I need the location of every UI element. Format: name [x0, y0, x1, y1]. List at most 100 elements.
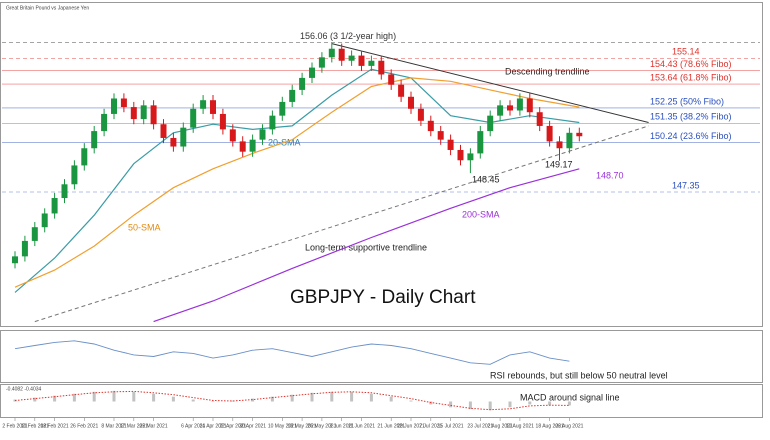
candle-body — [309, 67, 315, 78]
macd-bar — [369, 393, 373, 402]
level-label: 155.14 — [672, 47, 700, 57]
candle-body — [140, 105, 147, 120]
macd-bar — [548, 401, 552, 406]
rsi-line — [14, 340, 570, 365]
candle-body — [427, 120, 434, 132]
candle-body — [516, 98, 523, 111]
candle-body — [556, 141, 563, 149]
candle-body — [536, 112, 543, 126]
x-tick-label: 21 Jun 2021 — [377, 423, 405, 429]
annotation: 148.45 — [472, 174, 500, 184]
x-tick-label: 15 Jul 2021 — [438, 423, 464, 429]
candle-body — [120, 98, 127, 108]
macd-bar — [488, 401, 492, 411]
candle-body — [398, 84, 405, 97]
candle-body — [368, 60, 375, 66]
candle-body — [12, 256, 18, 264]
x-tick-label: 26 Feb 2021 — [70, 423, 98, 429]
level-label: 150.24 (23.6% Fibo) — [650, 131, 732, 141]
macd-bar — [231, 400, 235, 402]
chart-subtitle: Great Britain Pound vs Japanese Yen — [6, 5, 89, 11]
annotation: 148.70 — [596, 170, 624, 180]
macd-note: MACD around signal line — [520, 392, 620, 402]
candle-body — [229, 129, 236, 142]
candle-body — [31, 227, 38, 241]
level-label: 154.43 (78.6% Fibo) — [650, 59, 732, 69]
candle-body — [338, 48, 345, 61]
x-tick-label: 8 Mar 2021 — [101, 423, 127, 429]
macd-bar — [567, 401, 571, 406]
candle-body — [190, 108, 197, 128]
candle-body — [487, 115, 494, 132]
x-tick-label: 6 Apr 2021 — [181, 423, 205, 429]
candle-body — [249, 139, 256, 152]
macd-bar — [310, 392, 314, 402]
x-tick-label: 10 May 2021 — [268, 423, 297, 429]
candle-body — [497, 105, 504, 116]
macd-bar — [171, 396, 175, 402]
x-tick-label: 30 Apr 2021 — [239, 423, 266, 429]
candle-body — [41, 213, 48, 228]
x-tick-label: 23 Jul 2021 — [467, 423, 493, 429]
x-tick-label: 10 Aug 2021 — [506, 423, 534, 429]
rsi-note: RSI rebounds, but still below 50 neutral… — [490, 370, 668, 380]
macd-bar — [528, 401, 532, 405]
candle-body — [101, 113, 108, 132]
candle-body — [318, 57, 325, 68]
x-tick-label: 26 May 2021 — [307, 423, 336, 429]
candle-body — [269, 115, 276, 130]
chart-title: GBPJPY - Daily Chart — [290, 287, 476, 308]
macd-bar — [251, 398, 255, 402]
trendline — [331, 43, 649, 123]
macd-bar — [468, 401, 472, 410]
trendline — [34, 125, 649, 323]
candle-body — [408, 96, 414, 109]
x-tick-label: 10 Feb 2021 — [21, 423, 49, 429]
x-tick-label: 26 Aug 2021 — [555, 423, 583, 429]
x-tick-label: 18 May 2021 — [288, 423, 317, 429]
level-label: 153.64 (61.8% Fibo) — [650, 72, 732, 82]
candle-body — [61, 184, 68, 199]
macd-bar — [449, 401, 453, 408]
macd-bar — [33, 397, 37, 402]
macd-bar — [350, 391, 354, 402]
level-label: 152.25 (50% Fibo) — [650, 96, 724, 106]
candle-body — [417, 108, 424, 121]
candle-body — [358, 55, 365, 66]
x-tick-label: 2 Aug 2021 — [487, 423, 513, 429]
candle-body — [507, 105, 513, 111]
x-tick-label: 22 Apr 2021 — [219, 423, 246, 429]
annotation: Long-term supportive trendline — [305, 242, 427, 252]
x-tick-label: 18 Feb 2021 — [41, 423, 69, 429]
candle-body — [289, 89, 296, 102]
x-tick-label: 14 Apr 2021 — [200, 423, 227, 429]
candle-body — [91, 131, 98, 149]
macd-bar — [112, 390, 116, 402]
macd-bar — [132, 391, 136, 402]
candle-body — [259, 129, 266, 140]
candle-body — [576, 132, 583, 137]
sma-line — [153, 168, 580, 323]
annotation: 50-SMA — [128, 222, 161, 232]
candle-body — [210, 100, 216, 114]
candle-body — [219, 113, 226, 130]
candle-body — [526, 98, 533, 113]
annotation: Descending trendline — [505, 66, 590, 76]
x-tick-label: 25 Mar 2021 — [140, 423, 168, 429]
candle-body — [328, 48, 335, 58]
candle-body — [279, 101, 286, 116]
macd-bar — [270, 396, 274, 402]
candle-body — [71, 165, 78, 185]
macd-bar — [191, 399, 195, 402]
candle-body — [437, 131, 444, 140]
candle-body — [566, 132, 573, 149]
candle-body — [81, 148, 88, 166]
candle-body — [239, 141, 246, 152]
level-label: 151.35 (38.2% Fibo) — [650, 112, 732, 122]
annotation: 200-SMA — [462, 209, 500, 219]
candle-body — [348, 55, 355, 61]
candle-body — [467, 153, 474, 161]
candle-body — [21, 240, 28, 257]
x-tick-label: 29 Jun 2021 — [397, 423, 425, 429]
